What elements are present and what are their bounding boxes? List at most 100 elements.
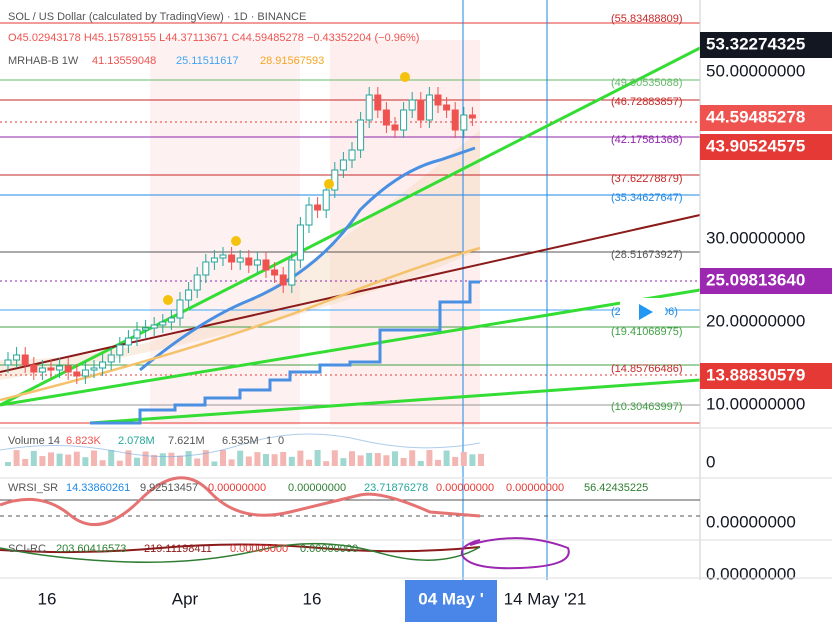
level-label: (28.51673927) — [611, 249, 683, 261]
volume-bar — [220, 450, 226, 466]
volume-bar — [383, 455, 390, 466]
candle — [210, 257, 218, 263]
volume-bar — [211, 461, 218, 466]
candle — [116, 344, 124, 356]
volume-bar — [65, 454, 72, 466]
pane-value: 0.00000000 — [230, 543, 288, 555]
volume-bar — [39, 456, 46, 466]
volume-bar — [340, 458, 347, 466]
pane-value: 0.00000000 — [300, 543, 358, 555]
volume-bar — [245, 456, 252, 466]
volume-bar — [202, 450, 209, 466]
candle — [219, 254, 227, 259]
level-label: (19.41068975) — [611, 326, 683, 338]
candle — [434, 94, 442, 106]
time-label: 16 — [38, 589, 57, 608]
volume-bar — [13, 450, 20, 466]
volume-ma — [0, 433, 481, 458]
volume-bar — [297, 450, 304, 466]
volume-bar — [5, 462, 11, 466]
pane-value: 14.33860261 — [66, 482, 130, 494]
sci-curve — [0, 542, 481, 563]
volume-bar — [48, 452, 54, 466]
volume-bar — [151, 454, 158, 466]
time-label: 14 May '21 — [504, 589, 587, 608]
volume-bar — [99, 460, 106, 466]
price-label: 50.00000000 — [706, 61, 805, 80]
price-tag — [700, 105, 832, 131]
candle — [253, 259, 261, 266]
candle — [81, 369, 89, 377]
pane-value: 0 — [278, 435, 284, 447]
volume-bar — [159, 453, 166, 466]
pane-value: 0.00000000 — [506, 482, 564, 494]
annotation-circle — [460, 537, 570, 570]
volume-bar — [237, 450, 244, 466]
price-tag — [700, 268, 832, 294]
candle — [185, 289, 193, 301]
volume-bar — [469, 454, 476, 466]
candle — [357, 119, 365, 151]
volume-bar — [366, 452, 373, 466]
pane-value: 7.621M — [168, 435, 205, 447]
volume-bar — [409, 450, 416, 466]
signal-dot — [400, 72, 410, 82]
candle — [322, 189, 330, 211]
candle — [460, 114, 468, 131]
level-label: 06) — [662, 306, 678, 318]
sci-curve — [0, 543, 481, 554]
volume-bar — [108, 450, 115, 466]
ohlc: O45.02943178 H45.15789155 L44.37113671 C… — [8, 32, 419, 44]
level-label: (37.62278879) — [611, 173, 683, 185]
volume-bar — [194, 458, 201, 466]
level-label: (10.30463997) — [611, 401, 683, 413]
pane-value: 219.11198411 — [144, 543, 212, 555]
pane-value: 2.078M — [118, 435, 155, 447]
time-label: Apr — [172, 589, 199, 608]
candle — [133, 329, 141, 339]
level-label: (55.83488809) — [611, 13, 683, 25]
candle — [305, 204, 313, 226]
candle — [425, 94, 433, 121]
volume-bar — [91, 450, 97, 466]
volume-bar — [400, 458, 407, 466]
time-cursor-label: 04 May ' — [418, 589, 483, 608]
volume-bar — [116, 460, 123, 466]
candle — [451, 109, 459, 131]
candle — [202, 261, 210, 276]
candle — [167, 317, 175, 323]
volume-bar — [478, 453, 484, 466]
price-tag — [700, 134, 832, 160]
level-label: (14.85766486) — [611, 363, 683, 375]
volume-bar — [22, 458, 29, 466]
pane-value: 9.92513457 — [140, 482, 198, 494]
play-icon — [639, 304, 653, 320]
price-tag-label: 44.59485278 — [706, 107, 805, 126]
volume-bar — [331, 450, 338, 466]
pane-axis-label: 0 — [706, 452, 715, 471]
level-label: (46.72883857) — [611, 96, 683, 108]
volume-bar — [228, 459, 235, 466]
volume-bar — [263, 453, 269, 466]
signal-dot — [324, 179, 334, 189]
level-label: (49.00535088) — [611, 77, 683, 89]
candle — [468, 114, 476, 119]
volume-bar — [56, 453, 63, 466]
candle — [271, 269, 279, 276]
indicator-value: 28.91567593 — [260, 55, 324, 67]
level-label: (2 — [611, 306, 621, 318]
volume-bar — [254, 452, 261, 466]
candle — [236, 257, 244, 263]
candle — [176, 299, 184, 319]
candle — [30, 364, 38, 373]
candle — [4, 359, 12, 366]
volume-bar — [30, 450, 37, 466]
candle — [99, 361, 107, 369]
candle — [142, 327, 150, 331]
candle — [314, 204, 322, 211]
volume-bar — [185, 451, 192, 466]
candle — [124, 337, 132, 346]
candle — [64, 365, 72, 373]
pane-value: 1 — [266, 435, 272, 447]
volume-bar — [288, 456, 295, 466]
